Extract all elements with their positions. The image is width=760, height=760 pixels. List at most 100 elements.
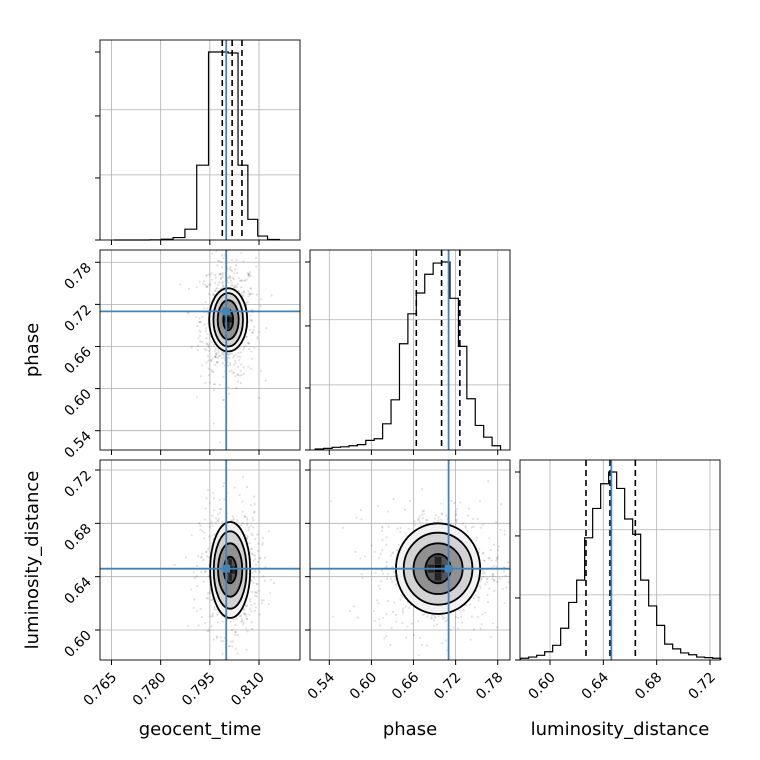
scatter-point <box>255 265 258 268</box>
scatter-point <box>210 252 214 255</box>
scatter-point <box>240 373 243 377</box>
scatter-point <box>401 621 404 625</box>
scatter-point <box>212 422 216 425</box>
truth-marker <box>222 307 231 316</box>
scatter-point <box>210 278 214 281</box>
scatter-point <box>406 625 409 628</box>
scatter-point <box>257 542 260 545</box>
scatter-point <box>482 559 485 562</box>
scatter-point <box>433 615 436 618</box>
scatter-point <box>229 279 233 282</box>
scatter-point <box>232 277 236 281</box>
scatter-point <box>246 534 249 538</box>
scatter-point <box>195 575 199 578</box>
histogram-bar <box>537 655 545 660</box>
x-tick-label-phase: 0.72 <box>431 670 464 703</box>
scatter-point <box>258 396 261 400</box>
scatter-point <box>201 552 204 555</box>
scatter-point <box>211 357 214 360</box>
scatter-point <box>481 552 484 555</box>
scatter-point <box>236 365 240 368</box>
scatter-point <box>206 342 209 346</box>
scatter-point <box>253 495 256 498</box>
scatter-point <box>247 274 250 277</box>
histogram-bar <box>450 298 458 450</box>
scatter-point <box>203 323 206 326</box>
scatter-point <box>440 512 444 515</box>
scatter-point <box>228 370 231 373</box>
scatter-point <box>238 374 242 377</box>
scatter-point <box>496 625 499 629</box>
scatter-point <box>229 276 232 279</box>
scatter-point <box>235 246 237 248</box>
scatter-point <box>231 645 234 648</box>
scatter-point <box>359 557 362 560</box>
histogram-bar <box>601 484 609 660</box>
scatter-point <box>220 266 224 269</box>
scatter-point <box>491 572 495 576</box>
scatter-point <box>469 603 472 606</box>
scatter-point <box>239 524 242 527</box>
scatter-point <box>392 551 395 554</box>
scatter-point <box>476 518 479 521</box>
scatter-point <box>330 500 333 503</box>
scatter-point <box>348 610 352 613</box>
scatter-point <box>445 514 448 517</box>
histogram-bar <box>625 519 633 660</box>
x-tick-label-phase: 0.66 <box>389 669 422 702</box>
scatter-point <box>404 664 406 666</box>
scatter-point <box>245 302 248 305</box>
scatter-point <box>478 500 482 503</box>
scatter-point <box>382 616 385 620</box>
scatter-point <box>245 605 248 608</box>
scatter-point <box>490 559 493 562</box>
scatter-point <box>245 617 248 620</box>
contour-line <box>208 287 249 353</box>
scatter-point <box>210 370 214 373</box>
scatter-point <box>228 267 231 271</box>
scatter-point <box>203 518 206 521</box>
scatter-point <box>461 522 464 525</box>
scatter-point <box>213 608 216 611</box>
scatter-point <box>205 348 208 352</box>
scatter-point <box>251 534 254 537</box>
scatter-point <box>260 298 263 301</box>
scatter-point <box>477 595 480 599</box>
scatter-point <box>354 550 357 554</box>
scatter-point <box>213 289 216 292</box>
scatter-point <box>391 580 394 583</box>
scatter-point <box>248 600 252 603</box>
scatter-point <box>472 525 475 528</box>
scatter-point <box>231 371 234 374</box>
scatter-point <box>208 525 211 529</box>
scatter-point <box>437 519 440 522</box>
y-tick-label-luminosity-distance: 0.68 <box>61 521 94 554</box>
scatter-point <box>216 287 219 290</box>
scatter-point <box>495 556 498 560</box>
density-cell <box>226 317 230 323</box>
joint-panel-geocent-time-luminosity-distance: 0.765 0.780 0.795 0.810 0.60 0.64 0.68 0.72 <box>61 459 301 709</box>
scatter-point <box>200 364 204 367</box>
scatter-point <box>212 343 216 346</box>
scatter-point <box>245 485 249 489</box>
scatter-point <box>236 652 239 655</box>
scatter-point <box>400 594 403 597</box>
scatter-point <box>391 610 395 613</box>
scatter-point <box>235 617 238 620</box>
scatter-point <box>489 548 492 552</box>
scatter-point <box>210 663 212 665</box>
scatter-point <box>363 555 367 558</box>
scatter-point <box>437 615 440 618</box>
scatter-point <box>408 606 411 610</box>
histogram-bar <box>366 440 374 450</box>
scatter-point <box>487 601 490 604</box>
scatter-point <box>219 507 222 511</box>
scatter-point <box>229 269 232 272</box>
scatter-point <box>247 275 250 278</box>
scatter-point <box>456 508 459 511</box>
y-tick-label-luminosity-distance: 0.64 <box>61 574 94 607</box>
scatter-point <box>499 528 502 532</box>
scatter-point <box>261 536 265 540</box>
scatter-point <box>234 375 237 378</box>
scatter-point <box>263 556 267 559</box>
